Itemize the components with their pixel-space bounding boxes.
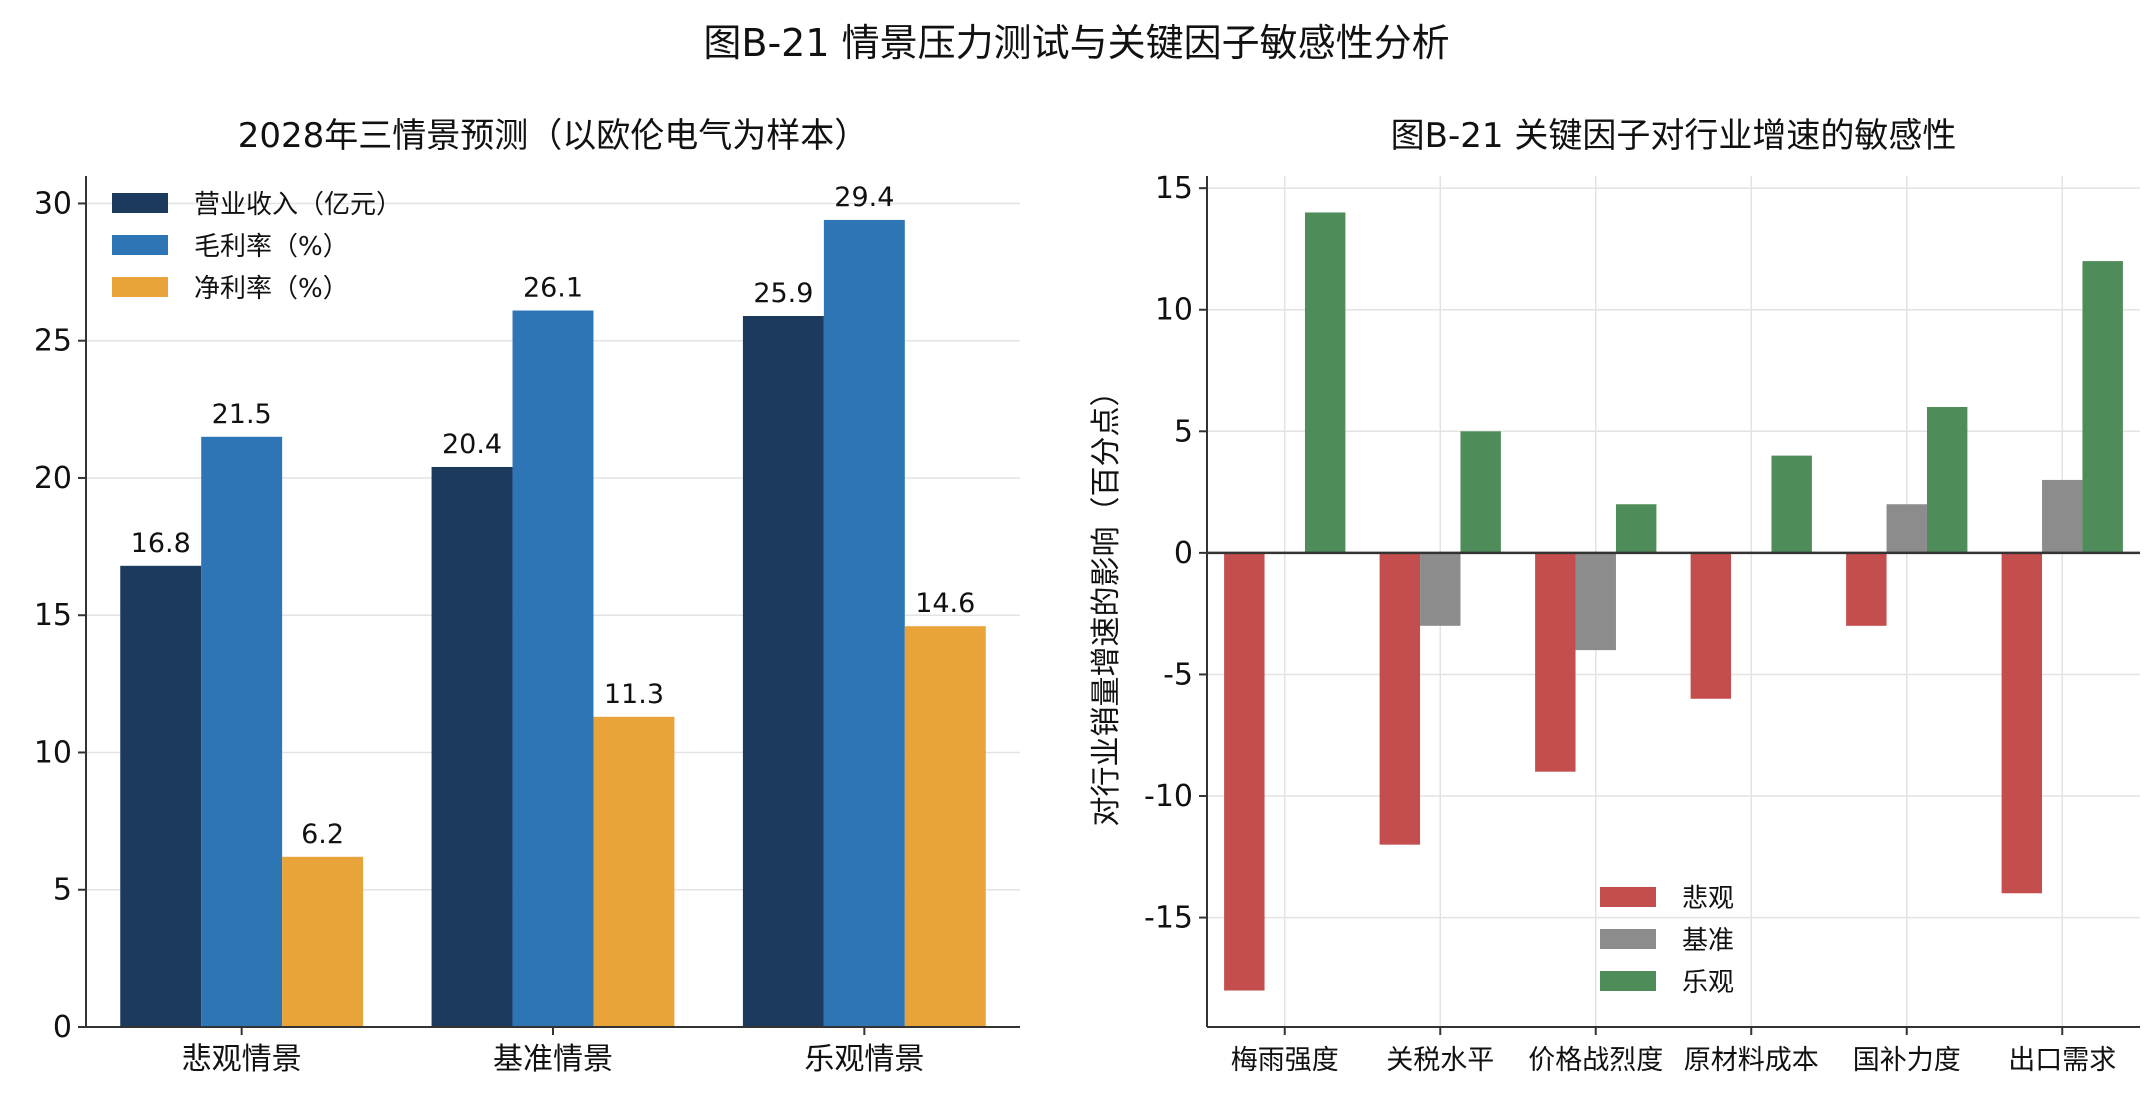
bar xyxy=(1460,431,1501,553)
bar xyxy=(1886,504,1927,553)
x-tick-label: 出口需求 xyxy=(2008,1045,2116,1076)
y-tick-label: -15 xyxy=(1144,901,1193,936)
legend-swatch xyxy=(1600,887,1656,907)
x-tick-label: 梅雨强度 xyxy=(1231,1045,1339,1076)
bar xyxy=(1575,552,1616,651)
y-axis-label: 对行业销量增速的影响（百分点） xyxy=(1089,377,1124,827)
chart-2: -15 -10 -5 0 5 10 15 梅雨强度 关税水平 价格战烈度 原材料成本 国补力度 出口需求… xyxy=(1089,116,2140,1076)
bar xyxy=(1535,552,1576,772)
legend-label: 乐观 xyxy=(1682,968,1734,998)
data-label: 20.4 xyxy=(442,429,502,460)
y-tick-label: 5 xyxy=(1174,414,1193,449)
y-tick-label: 15 xyxy=(1155,171,1193,206)
bar xyxy=(1420,552,1461,626)
y-tick-label: 25 xyxy=(34,324,72,359)
y-tick-label: 5 xyxy=(53,873,72,908)
bar xyxy=(1926,406,1968,553)
y-tick-label: 10 xyxy=(34,735,72,770)
bar xyxy=(1224,552,1265,991)
y-tick-label: 20 xyxy=(34,461,72,496)
figure-title: 图B-21 情景压力测试与关键因子敏感性分析 xyxy=(703,21,1450,65)
bar xyxy=(2001,552,2043,894)
bar xyxy=(1846,552,1887,626)
x-tick-label: 乐观情景 xyxy=(804,1042,924,1077)
chart-title: 图B-21 关键因子对行业增速的敏感性 xyxy=(1391,116,1957,156)
bar xyxy=(593,716,675,1027)
legend-swatch xyxy=(112,277,168,297)
bar xyxy=(2042,479,2083,553)
bar xyxy=(282,856,364,1027)
data-label: 25.9 xyxy=(753,278,813,309)
legend-label: 毛利率（%） xyxy=(194,232,349,262)
data-label: 21.5 xyxy=(212,399,272,430)
y-tick-label: -5 xyxy=(1163,657,1193,692)
data-label: 6.2 xyxy=(301,819,344,850)
y-tick-label: 10 xyxy=(1155,293,1193,328)
bar xyxy=(823,219,905,1027)
legend-swatch xyxy=(112,193,168,213)
x-tick-label: 基准情景 xyxy=(493,1042,613,1077)
y-tick-label: 30 xyxy=(34,186,72,221)
data-label: 14.6 xyxy=(915,588,975,619)
bar xyxy=(1690,552,1732,699)
bar xyxy=(1615,504,1657,553)
data-label: 26.1 xyxy=(523,273,583,304)
bar xyxy=(201,436,283,1028)
legend-label: 营业收入（亿元） xyxy=(194,190,402,220)
legend-label: 净利率（%） xyxy=(194,274,349,304)
y-tick-label: 0 xyxy=(53,1010,72,1045)
legend-swatch xyxy=(1600,971,1656,991)
chart-title: 2028年三情景预测（以欧伦电气为样本） xyxy=(238,116,869,156)
legend-swatch xyxy=(112,235,168,255)
bar xyxy=(431,466,513,1028)
y-tick-label: 0 xyxy=(1174,536,1193,571)
x-tick-label: 原材料成本 xyxy=(1684,1045,1819,1076)
bar xyxy=(512,310,594,1027)
data-label: 11.3 xyxy=(604,679,664,710)
bar xyxy=(1771,455,1812,553)
x-tick-label: 关税水平 xyxy=(1386,1045,1494,1076)
x-tick-label: 价格战烈度 xyxy=(1528,1045,1663,1076)
x-tick-label: 悲观情景 xyxy=(182,1042,302,1077)
x-tick-label: 国补力度 xyxy=(1853,1045,1961,1076)
chart-1: 0 5 10 15 20 25 30 16.8 20.4 25.9 21.5 26.1 29.4 6.2 1… xyxy=(34,116,1020,1077)
legend-label: 悲观 xyxy=(1682,884,1734,914)
y-tick-label: 15 xyxy=(34,598,72,633)
data-label: 16.8 xyxy=(131,528,191,559)
legend-swatch xyxy=(1600,929,1656,949)
y-tick-label: -10 xyxy=(1144,779,1193,814)
data-label: 29.4 xyxy=(834,182,894,213)
bar xyxy=(2082,261,2123,553)
bar xyxy=(742,316,824,1027)
bar xyxy=(904,626,986,1027)
legend-label: 基准 xyxy=(1682,926,1734,956)
legend: 营业收入（亿元） 毛利率（%） 净利率（%） xyxy=(112,190,402,304)
bar xyxy=(1304,212,1346,553)
bar xyxy=(1379,552,1421,845)
bar xyxy=(120,565,202,1027)
